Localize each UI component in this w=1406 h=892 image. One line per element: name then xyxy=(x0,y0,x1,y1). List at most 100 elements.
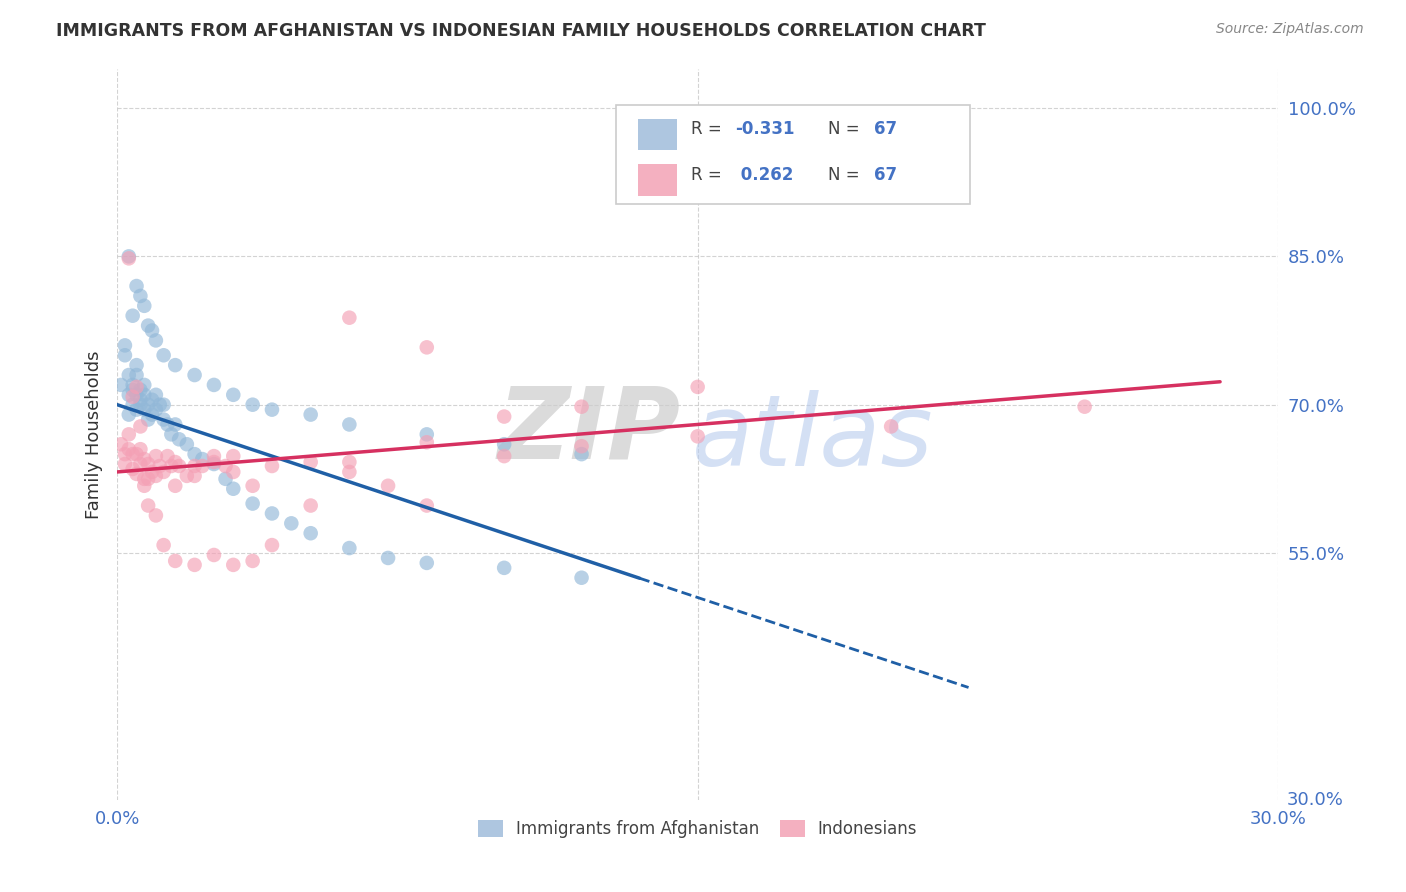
Point xyxy=(242,497,264,511)
Point xyxy=(110,437,132,451)
Point xyxy=(125,388,148,402)
Point xyxy=(202,455,225,469)
Point xyxy=(145,388,167,402)
Point xyxy=(121,390,143,404)
Point xyxy=(202,449,225,463)
Point xyxy=(1073,400,1095,414)
Point xyxy=(149,398,172,412)
Point xyxy=(571,439,593,453)
Point xyxy=(571,571,593,585)
Point xyxy=(125,447,148,461)
Point xyxy=(118,408,141,422)
Point xyxy=(118,249,141,263)
Point xyxy=(176,469,198,483)
Point xyxy=(152,348,174,362)
Point xyxy=(121,447,143,461)
Text: atlas: atlas xyxy=(692,390,934,486)
Point xyxy=(183,447,205,461)
Point xyxy=(129,457,152,471)
FancyBboxPatch shape xyxy=(616,105,970,204)
Text: 30.0%: 30.0% xyxy=(1286,791,1343,809)
Point xyxy=(134,452,156,467)
Point xyxy=(165,358,187,372)
Point xyxy=(136,472,159,486)
Point xyxy=(416,427,439,442)
Point xyxy=(214,472,236,486)
Point xyxy=(183,469,205,483)
Point xyxy=(222,465,245,479)
Point xyxy=(152,465,174,479)
Point xyxy=(141,324,163,338)
Point xyxy=(222,449,245,463)
Point xyxy=(222,558,245,572)
Point xyxy=(176,437,198,451)
Point xyxy=(134,388,156,402)
Point xyxy=(136,398,159,412)
Point xyxy=(686,429,709,443)
Point xyxy=(165,554,187,568)
Point xyxy=(260,458,283,473)
Point xyxy=(141,465,163,479)
Point xyxy=(152,398,174,412)
Point xyxy=(160,458,183,473)
Point xyxy=(141,408,163,422)
Point xyxy=(129,392,152,407)
Point xyxy=(337,465,360,479)
Point xyxy=(129,398,152,412)
Point xyxy=(145,508,167,523)
Point xyxy=(136,499,159,513)
Bar xyxy=(638,119,676,151)
Point xyxy=(337,541,360,555)
Point xyxy=(145,449,167,463)
Point xyxy=(260,507,283,521)
Point xyxy=(337,310,360,325)
Point xyxy=(134,402,156,417)
Point xyxy=(114,338,136,352)
Point xyxy=(242,398,264,412)
Point xyxy=(167,432,190,446)
Point xyxy=(145,469,167,483)
Point xyxy=(494,437,516,451)
Point xyxy=(125,358,148,372)
Point xyxy=(183,558,205,572)
Point xyxy=(280,516,302,531)
Text: 67: 67 xyxy=(875,166,897,184)
Point xyxy=(191,452,214,467)
Point xyxy=(183,368,205,382)
Point xyxy=(416,340,439,354)
Point xyxy=(167,458,190,473)
Point xyxy=(134,378,156,392)
Point xyxy=(118,368,141,382)
Text: N =: N = xyxy=(828,166,865,184)
Point xyxy=(145,334,167,348)
Point xyxy=(416,556,439,570)
Point xyxy=(183,458,205,473)
Point xyxy=(202,378,225,392)
Point xyxy=(214,458,236,473)
Text: 0.262: 0.262 xyxy=(735,166,793,184)
Point xyxy=(121,383,143,397)
Point xyxy=(118,427,141,442)
Point xyxy=(136,457,159,471)
Point xyxy=(160,427,183,442)
Point xyxy=(242,479,264,493)
Point xyxy=(299,526,322,541)
Point xyxy=(121,378,143,392)
Point xyxy=(202,548,225,562)
Point xyxy=(118,252,141,266)
Legend: Immigrants from Afghanistan, Indonesians: Immigrants from Afghanistan, Indonesians xyxy=(471,813,924,845)
Point xyxy=(165,455,187,469)
Point xyxy=(156,417,179,432)
Point xyxy=(125,368,148,382)
Text: ZIP: ZIP xyxy=(498,382,681,479)
Point xyxy=(121,398,143,412)
Point xyxy=(242,554,264,568)
Point xyxy=(494,409,516,424)
Text: R =: R = xyxy=(690,166,727,184)
Point xyxy=(152,538,174,552)
Point xyxy=(571,400,593,414)
Point xyxy=(125,402,148,417)
Point xyxy=(134,479,156,493)
Point xyxy=(152,412,174,426)
Point xyxy=(299,408,322,422)
